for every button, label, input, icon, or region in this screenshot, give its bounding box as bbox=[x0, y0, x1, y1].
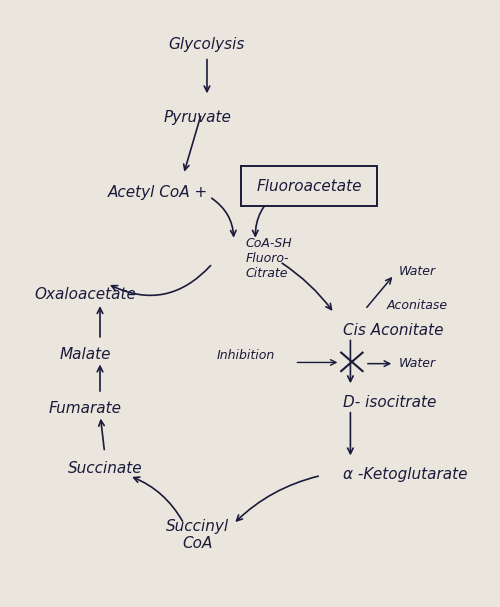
Text: Water: Water bbox=[399, 265, 436, 278]
Text: Oxaloacetate: Oxaloacetate bbox=[34, 287, 136, 302]
Text: CoA-SH
Fluoro-
Citrate: CoA-SH Fluoro- Citrate bbox=[246, 237, 292, 280]
Text: Glycolysis: Glycolysis bbox=[169, 38, 245, 52]
Text: Fumarate: Fumarate bbox=[49, 401, 122, 416]
Text: α -Ketoglutarate: α -Ketoglutarate bbox=[343, 467, 468, 483]
Text: Pyruvate: Pyruvate bbox=[164, 109, 231, 124]
Text: Malate: Malate bbox=[60, 347, 111, 362]
Text: D- isocitrate: D- isocitrate bbox=[343, 395, 436, 410]
Text: Inhibition: Inhibition bbox=[217, 349, 275, 362]
Text: Succinate: Succinate bbox=[68, 461, 142, 476]
Text: Succinyl
CoA: Succinyl CoA bbox=[166, 519, 229, 551]
Text: Fluoroacetate: Fluoroacetate bbox=[256, 178, 362, 194]
FancyBboxPatch shape bbox=[241, 166, 377, 206]
Text: Water: Water bbox=[399, 357, 436, 370]
Text: Cis Aconitate: Cis Aconitate bbox=[343, 323, 444, 338]
Text: Aconitase: Aconitase bbox=[387, 299, 448, 312]
Text: Acetyl CoA +: Acetyl CoA + bbox=[108, 185, 208, 200]
